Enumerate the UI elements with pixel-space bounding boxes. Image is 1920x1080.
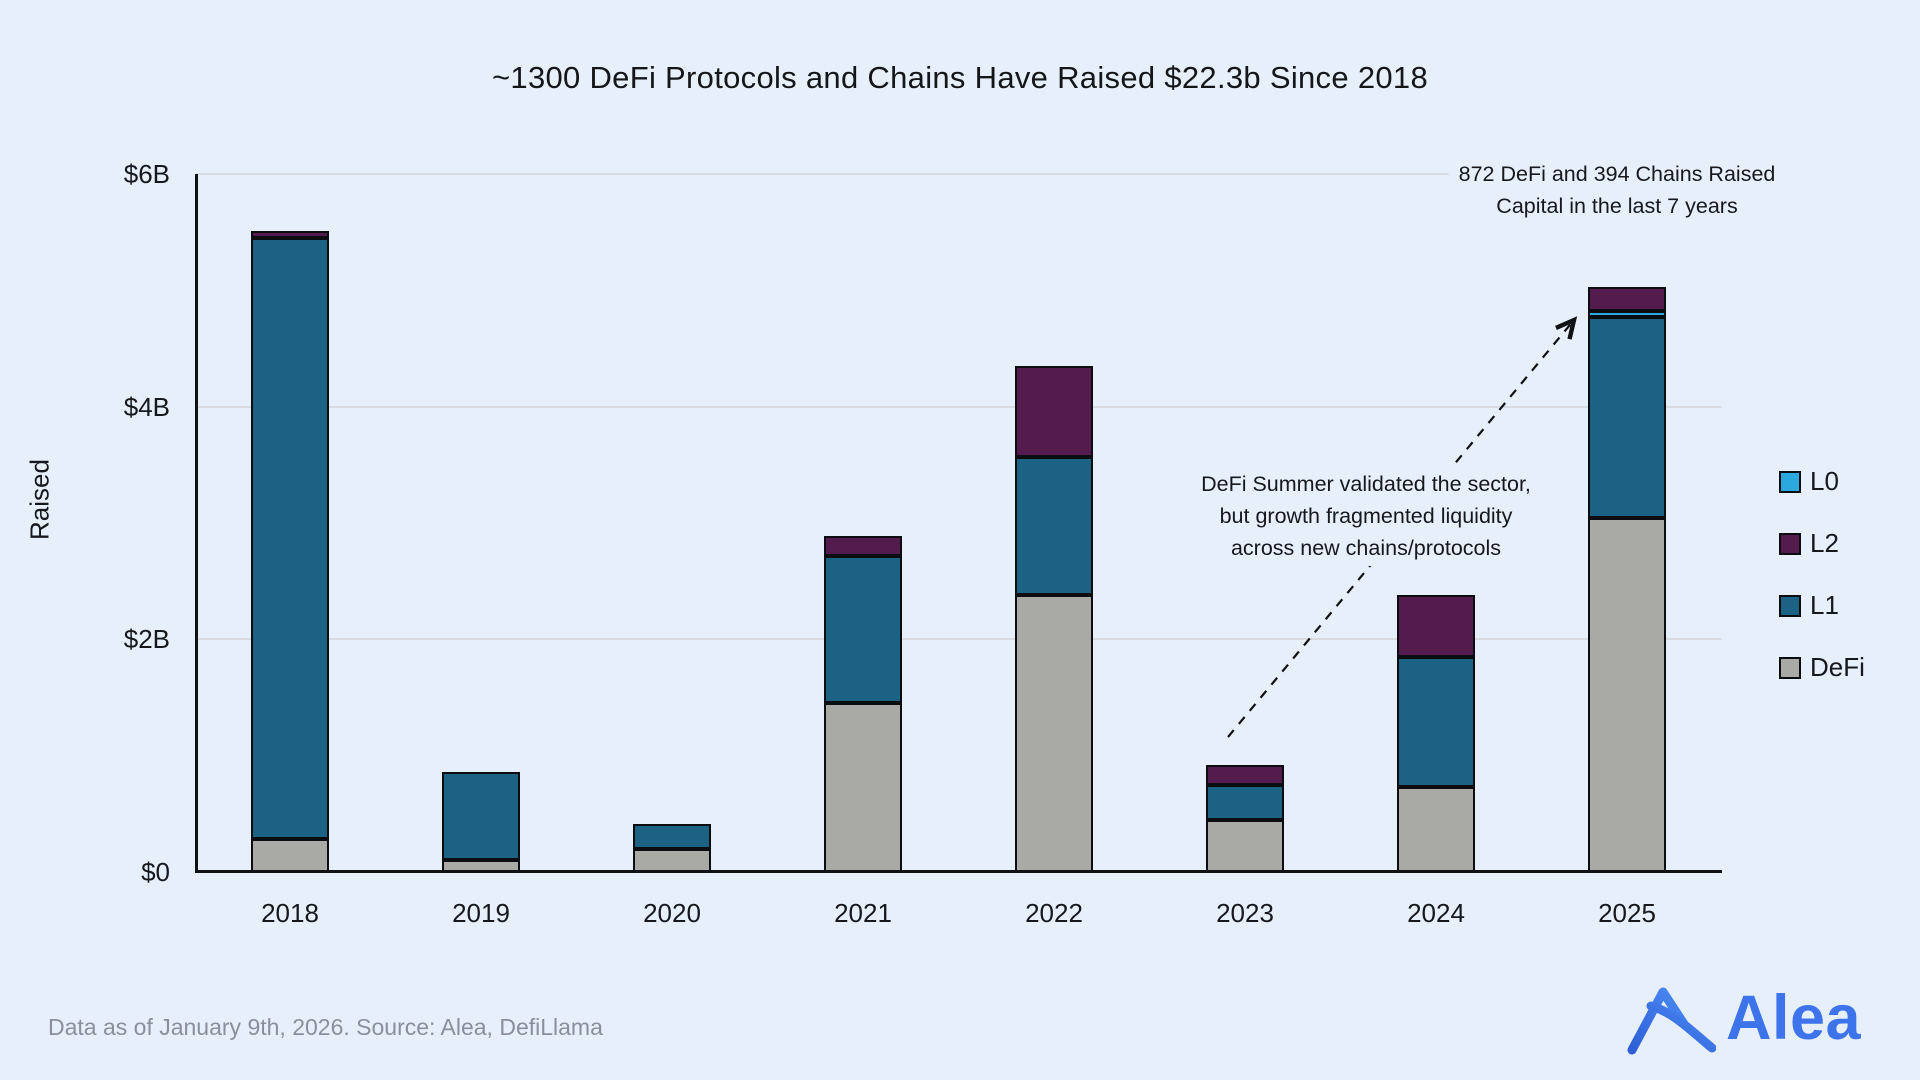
legend-item-L2: L2 [1779,528,1865,558]
legend-label: L1 [1810,590,1839,620]
legend-item-L1: L1 [1779,590,1865,620]
x-tick-label: 2022 [1025,898,1083,928]
alea-logo: Alea [1624,980,1861,1056]
bar-2024-L1 [1397,656,1475,788]
legend-label: L0 [1810,466,1839,496]
y-axis-line [195,174,198,873]
bar-2018-L2 [251,231,329,238]
y-tick-label: $6B [123,159,170,189]
bar-2023-L2 [1206,764,1284,785]
bar-2025-DeFi [1588,518,1666,872]
alea-logo-wordmark: Alea [1726,982,1862,1053]
bar-2019-L1 [442,771,520,861]
bar-2022-DeFi [1015,595,1093,872]
legend-item-DeFi: DeFi [1779,652,1865,682]
bar-2025-L1 [1588,317,1666,519]
gridline [196,173,1722,175]
annotation-line: DeFi Summer validated the sector, [1201,472,1531,496]
y-tick-label: $2B [123,624,170,655]
x-tick-label: 2020 [643,898,701,928]
x-tick-label: 2023 [1216,898,1274,928]
bar-2021-L2 [824,535,902,556]
y-axis-title: Raised [24,459,55,540]
bar-2025-L2 [1588,286,1666,312]
bar-2018-L1 [251,237,329,840]
legend-label: DeFi [1810,652,1865,682]
source-note: Data as of January 9th, 2026. Source: Al… [48,1014,603,1040]
bar-2025-L0 [1588,311,1666,318]
bar-2024-L2 [1397,595,1475,657]
bar-2023-L1 [1206,784,1284,820]
legend-swatch-L1 [1779,594,1801,617]
x-tick-label: 2018 [261,898,319,928]
bar-2022-L1 [1015,456,1093,596]
bar-2020-DeFi [633,848,711,872]
legend-item-L0: L0 [1779,466,1865,496]
bar-2018-DeFi [251,839,329,872]
x-tick-label: 2021 [834,898,892,928]
x-tick-label: 2024 [1407,898,1465,928]
y-tick-label: $0 [141,857,170,887]
gridline [196,405,1722,408]
bar-2021-L1 [824,555,902,704]
x-tick-label: 2019 [452,898,510,928]
legend-swatch-DeFi [1779,656,1801,679]
bar-2023-DeFi [1206,819,1284,872]
y-tick-label: $4B [123,391,170,422]
annotation-line: across new chains/protocols [1230,536,1502,560]
bar-2021-DeFi [824,703,902,872]
annotation-line: Capital in the last 7 years [1496,194,1738,218]
legend-swatch-L0 [1779,470,1801,493]
legend-label: L2 [1810,528,1839,558]
bar-2022-L2 [1015,365,1093,457]
x-axis-line [195,870,1722,873]
bar-2024-DeFi [1397,787,1475,872]
annotation-chains-raised: 872 DeFi and 394 Chains Raised Capital in… [1448,156,1786,224]
bar-2020-L1 [633,824,711,849]
gridline [196,638,1722,641]
legend-swatch-L2 [1779,532,1801,555]
annotation-line: 872 DeFi and 394 Chains Raised [1458,162,1776,186]
legend: L0 L2 L1 DeFi [1779,466,1865,716]
chart-title: ~1300 DeFi Protocols and Chains Have Rai… [492,60,1428,95]
annotation-defi-summer: DeFi Summer validated the sector, but gro… [1191,466,1541,566]
alea-logo-mark [1627,987,1716,1055]
x-tick-label: 2025 [1598,898,1656,928]
annotation-line: but growth fragmented liquidity [1219,504,1513,528]
